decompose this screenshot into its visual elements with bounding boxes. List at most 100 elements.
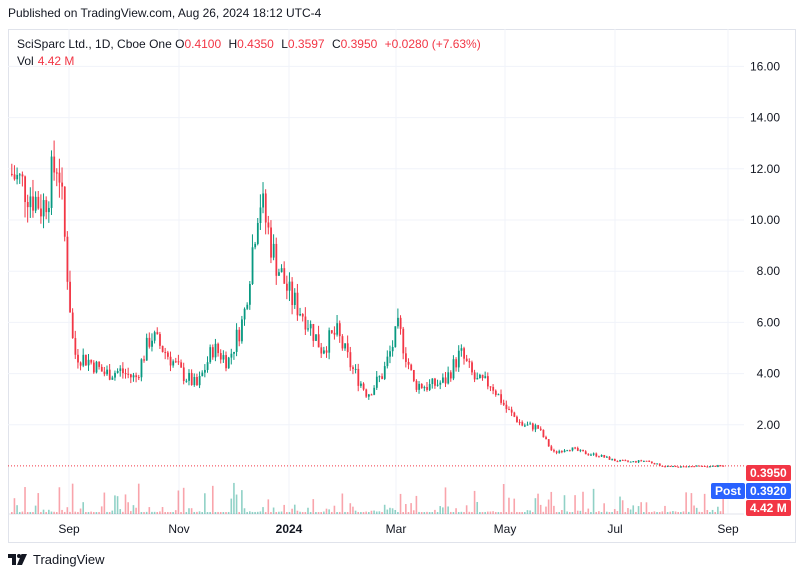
x-axis: Sep Nov 2024 Mar May Jul Sep xyxy=(58,522,739,536)
candle-body xyxy=(534,425,537,430)
candle-body xyxy=(243,308,246,320)
volume-bar xyxy=(42,509,45,514)
y-tick-label: 6.00 xyxy=(757,315,781,329)
candle-body xyxy=(434,378,436,386)
close-value: 0.3950 xyxy=(340,37,378,51)
candle-body xyxy=(254,243,257,248)
volume-bar xyxy=(307,507,309,514)
candle-body xyxy=(338,323,341,337)
post-price-tag: 0.3920 xyxy=(746,483,791,499)
volume-bar xyxy=(444,487,447,514)
price-chart[interactable]: 16.00 14.00 12.00 10.00 8.00 6.00 4.00 2.00 Sep… xyxy=(8,29,796,543)
candle-body xyxy=(156,332,159,335)
volume-bar xyxy=(680,511,682,514)
candle-body xyxy=(645,460,648,462)
candle-body xyxy=(664,466,666,468)
candle-body xyxy=(635,461,637,463)
candle-body xyxy=(50,156,53,208)
candle-body xyxy=(685,466,688,468)
volume-bar xyxy=(111,510,114,514)
volume-bar xyxy=(190,508,193,514)
candle-body xyxy=(74,338,77,355)
volume-bar xyxy=(344,511,346,514)
volume-bar xyxy=(330,511,333,514)
candle-body xyxy=(330,330,333,333)
candle-body xyxy=(629,461,632,463)
candle-body xyxy=(124,373,127,375)
candle-body xyxy=(463,348,465,359)
volume-bar xyxy=(685,492,687,514)
volume-bar xyxy=(346,511,349,514)
candle-body xyxy=(524,425,526,427)
volume-bar xyxy=(312,499,315,514)
volume-bar xyxy=(568,512,571,514)
volume-bar xyxy=(315,511,317,514)
candle-body xyxy=(500,394,503,403)
volume-bar xyxy=(153,511,156,514)
volume-bar xyxy=(531,511,534,514)
high-value: 0.4350 xyxy=(237,37,274,51)
candle-body xyxy=(457,350,460,368)
candle-body xyxy=(174,361,177,363)
candle-body xyxy=(698,465,701,467)
volume-bar xyxy=(542,511,545,514)
candle-body xyxy=(34,196,37,211)
candle-body xyxy=(66,236,69,282)
candle-body xyxy=(439,382,442,385)
chart-frame[interactable] xyxy=(8,29,796,543)
candle-body xyxy=(680,466,682,468)
tradingview-logo[interactable]: TradingView xyxy=(8,552,105,567)
candle-body xyxy=(360,383,362,386)
candle-body xyxy=(275,243,278,276)
candle-body xyxy=(391,346,394,352)
volume-bar xyxy=(378,511,381,514)
volume-bar xyxy=(185,511,188,514)
volume-bar xyxy=(442,507,444,514)
candle-body xyxy=(402,328,405,354)
grid xyxy=(8,29,744,515)
candle-body xyxy=(45,200,48,213)
candle-body xyxy=(669,465,672,467)
volume-bar xyxy=(706,510,709,514)
volume-bar xyxy=(373,510,375,514)
volume-bar xyxy=(397,512,399,514)
volume-bar xyxy=(323,511,325,514)
candle-body xyxy=(587,454,590,456)
candle-body xyxy=(69,281,71,313)
candle-body xyxy=(259,207,262,223)
volume-bar xyxy=(608,512,611,514)
volume-bar xyxy=(256,511,259,514)
candle-body xyxy=(420,383,423,389)
volume-bar xyxy=(669,511,672,514)
candle-body xyxy=(595,453,598,457)
candle-body xyxy=(16,174,19,180)
candle-body xyxy=(582,449,584,452)
volume-bar xyxy=(399,493,402,514)
volume-bar xyxy=(637,506,640,514)
candle-body xyxy=(293,292,296,305)
candle-body xyxy=(233,351,235,354)
candle-body xyxy=(177,361,180,363)
volume-bar xyxy=(703,493,706,514)
candle-body xyxy=(598,456,600,458)
y-tick-label: 16.00 xyxy=(750,59,780,73)
volume-bar xyxy=(635,511,637,514)
volume-bar xyxy=(563,495,566,514)
candle-body xyxy=(301,314,304,317)
candle-body xyxy=(442,377,444,383)
candle-body xyxy=(545,437,547,440)
volume-bar xyxy=(341,493,344,514)
volume-bar xyxy=(468,511,471,514)
candle-body xyxy=(621,459,624,461)
candle-body xyxy=(341,336,344,349)
candle-body xyxy=(547,439,550,447)
volume-bar xyxy=(124,494,127,514)
candle-body xyxy=(352,367,354,369)
legend: SciSparc Ltd., 1D, Cboe One O0.4100 H0.4… xyxy=(17,36,485,70)
volume-bar xyxy=(209,511,211,514)
candle-body xyxy=(222,355,225,360)
open-label: O xyxy=(175,37,185,51)
volume-bar xyxy=(621,500,624,514)
candle-body xyxy=(37,196,40,209)
candle-body xyxy=(719,465,722,467)
